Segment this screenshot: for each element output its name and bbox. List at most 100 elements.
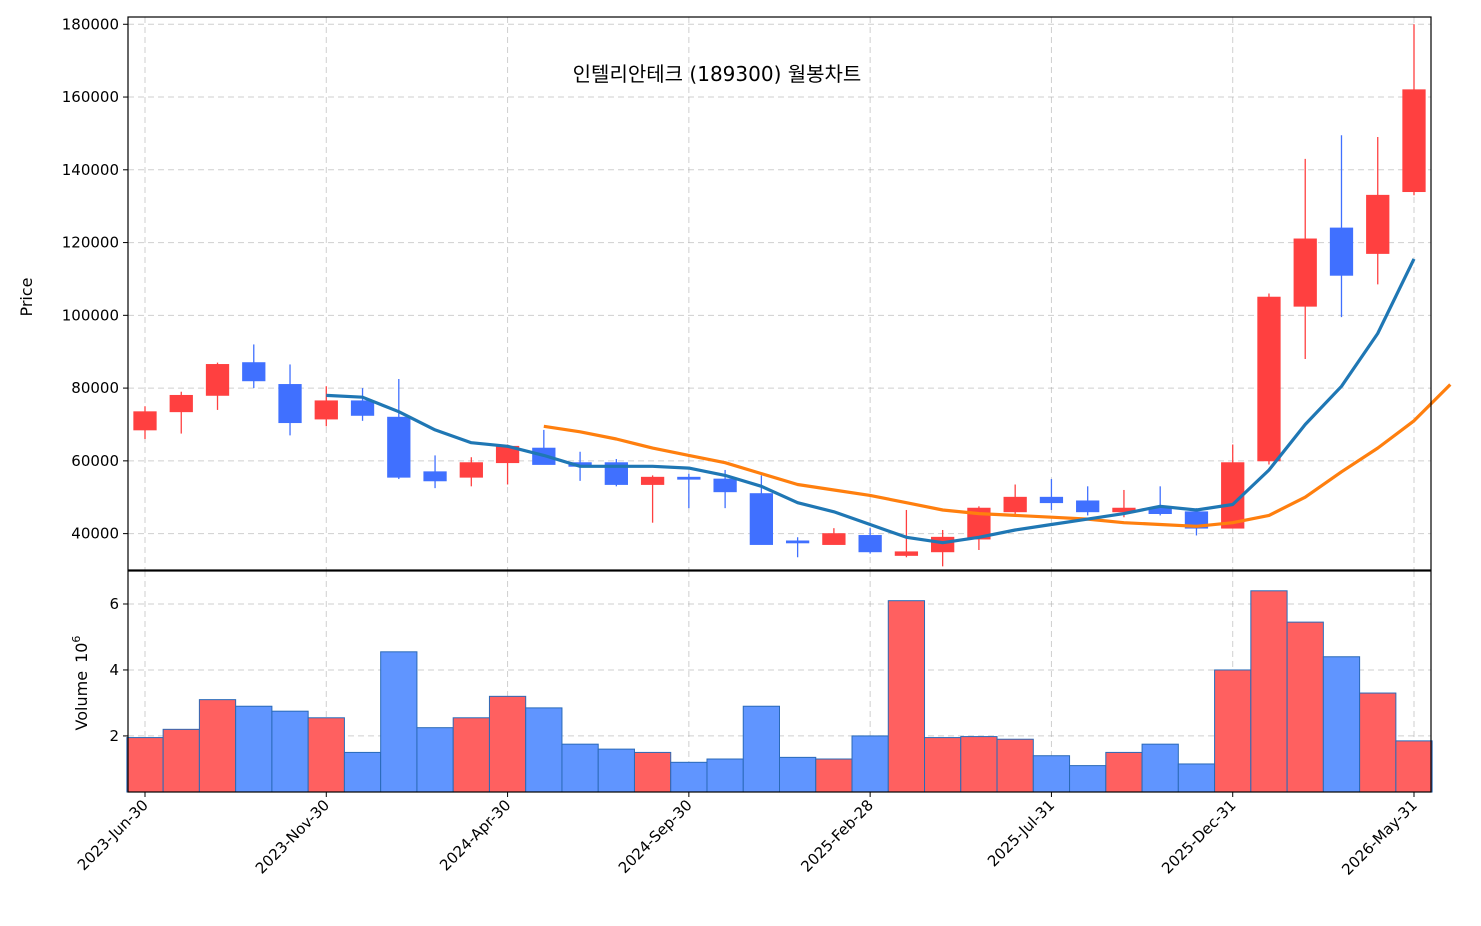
date-tick-label: 2026-May-31 [1338,796,1421,879]
candle-body [387,416,411,478]
candle-body [604,462,628,485]
candle-body [677,476,701,480]
candle [205,362,230,410]
volume-bar [960,736,998,793]
volume-bar [452,717,490,793]
volume-axis-label: Volume 106 [70,636,91,731]
volume-bar [996,738,1034,793]
candle-body [931,536,955,553]
candle [1402,24,1426,196]
candle [387,378,411,480]
volume-bar [1250,590,1288,793]
candle [1076,486,1100,516]
candle [1257,293,1281,465]
volume-bar [887,600,926,793]
candle [350,388,375,421]
volume-bar [1395,740,1433,793]
candle [785,537,810,558]
candle [1221,444,1245,529]
candle [1184,508,1209,536]
candle-body [1184,511,1209,529]
candle [1366,137,1390,285]
volume-bar [1286,621,1324,793]
candle [604,459,628,487]
candle-body [1257,296,1281,462]
candle-body [1003,496,1027,513]
volume-bar [706,758,744,793]
volume-exponent-base: 10 [72,643,91,663]
candle-body [1076,500,1100,513]
price-tick-label: 120000 [62,234,119,252]
candle [423,455,447,489]
volume-bar [198,699,237,793]
moving-average-short-line [326,258,1416,545]
candle [1003,484,1027,516]
candle [822,528,846,545]
volume-label-text: Volume [72,671,91,731]
date-tick-label: 2025-Jul-31 [984,796,1058,870]
volume-bars [126,590,1433,793]
candle-body [713,478,737,493]
candle-body [314,400,338,420]
volume-bar [742,705,780,793]
date-tick-label: 2025-Feb-28 [797,796,877,876]
volume-bar [597,748,635,793]
candle [1293,158,1317,359]
volume-bar [1032,755,1071,793]
candle [495,444,520,485]
price-panel-frame [127,16,1432,571]
candle [1148,486,1172,516]
candle [278,364,302,436]
volume-bar [126,737,164,793]
price-tick-label: 60000 [71,452,119,470]
candle-body [822,533,846,545]
volume-bar [271,710,309,793]
date-tick-label: 2024-Apr-30 [436,796,514,874]
volume-bar [815,758,853,793]
volume-bar [1322,656,1361,793]
volume-bar [235,705,273,793]
candle-body [1402,89,1426,193]
candle-body [1329,227,1354,276]
candle-body [350,400,375,416]
candle [1329,135,1354,318]
price-tick-label: 140000 [62,161,119,179]
candle-body [749,493,774,545]
price-tick-label: 40000 [71,525,119,543]
candle-body [459,462,483,478]
date-tick-label: 2025-Dec-31 [1158,796,1239,877]
volume-bar [1069,765,1107,793]
candle-body [1366,194,1390,254]
candle-body [640,476,665,485]
candle-body [1039,496,1064,504]
volume-bar [525,707,563,793]
volume-bar [1141,743,1179,793]
moving-average-lines [326,258,1452,545]
volume-bar [307,717,345,793]
volume-bar [633,751,672,793]
volume-bar [380,651,418,793]
volume-bar [1359,692,1397,793]
candle-body [1293,238,1317,307]
candle [459,457,483,487]
price-tick-label: 100000 [62,306,119,324]
candle-body [785,540,810,544]
candle-body [967,507,991,540]
volume-bar [343,751,382,793]
date-tick-label: 2023-Nov-30 [252,796,333,877]
volume-bar [1214,669,1252,793]
volume-bar [779,756,817,793]
candle [749,475,774,545]
candle-body [423,471,447,482]
volume-bar [1177,763,1216,793]
candle [314,386,338,427]
candles [133,24,1426,567]
volume-bar [416,727,454,793]
candle-body [133,411,157,431]
date-tick-label: 2023-Jun-30 [74,796,152,874]
volume-bar [162,728,200,793]
candle [931,529,955,567]
candle [133,406,157,440]
candle-body [278,384,302,424]
